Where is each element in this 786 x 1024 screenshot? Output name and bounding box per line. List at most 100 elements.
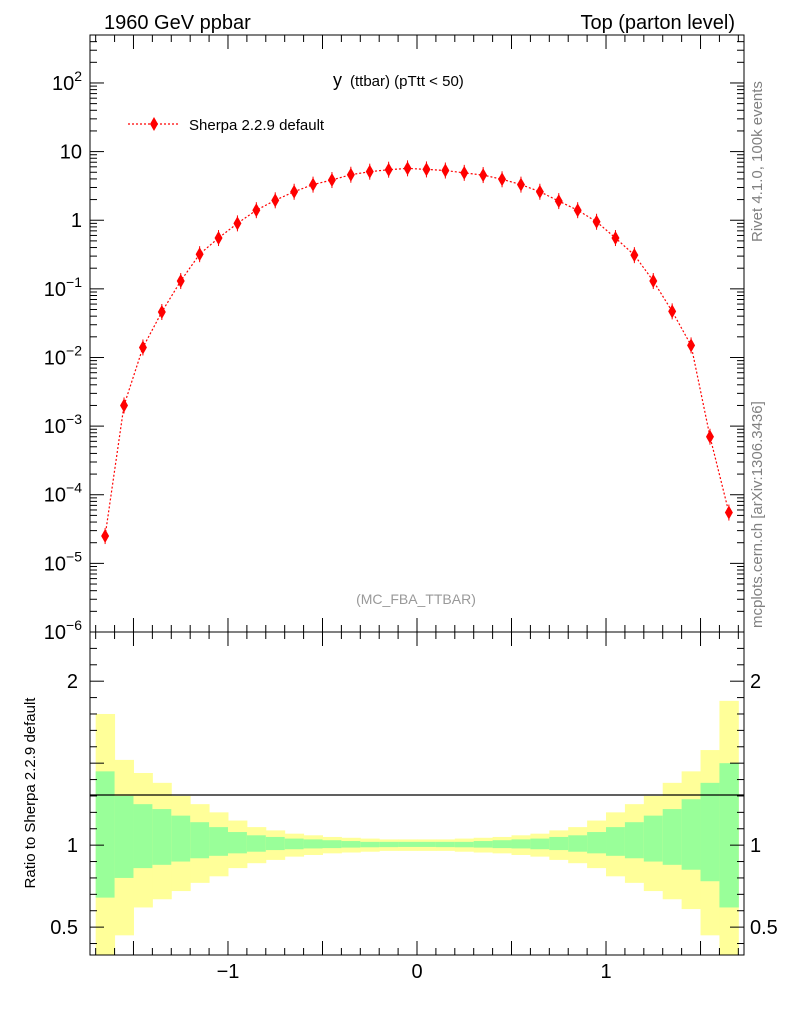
- data-point: [214, 231, 223, 246]
- ratio-y-tick-labels: 0.5 0.5 1 1 2 2: [50, 671, 778, 939]
- ratio-band-inner: [265, 836, 286, 851]
- data-point: [290, 184, 299, 199]
- ratio-band-inner: [114, 795, 134, 878]
- data-point: [309, 177, 318, 192]
- ratio-band-inner: [681, 799, 702, 870]
- data-point: [271, 193, 280, 208]
- ratio-band-inner: [95, 771, 116, 898]
- main-y-tick-labels: 102 10 1 10−1 10−2 10−3 10−4 10−5 10−6: [44, 68, 82, 644]
- main-y-tick-label: 10−2: [44, 342, 82, 369]
- series-sherpa: [101, 160, 733, 545]
- ratio-band-inner: [379, 841, 399, 848]
- legend-label: Sherpa 2.2.9 default: [189, 117, 325, 134]
- data-point: [441, 163, 450, 178]
- ratio-x-ticks: [95, 632, 739, 955]
- ratio-band-inner: [398, 841, 418, 847]
- data-point: [724, 505, 733, 520]
- data-point: [365, 164, 374, 179]
- ratio-band-inner: [435, 841, 456, 848]
- ratio-x-tick-label: 1: [600, 961, 611, 983]
- data-point: [687, 338, 696, 353]
- ratio-band-inner: [643, 815, 664, 862]
- data-point: [384, 162, 393, 177]
- ratio-band-inner: [492, 840, 513, 849]
- ratio-band-inner: [322, 840, 342, 849]
- data-point: [705, 429, 714, 444]
- data-point: [611, 231, 620, 246]
- data-point: [668, 304, 677, 319]
- ratio-band-inner: [549, 836, 569, 851]
- header-left: 1960 GeV ppbar: [104, 12, 251, 34]
- ratio-band-inner: [227, 832, 248, 854]
- ratio-band-inner: [171, 815, 191, 862]
- ratio-band-inner: [190, 822, 210, 859]
- ratio-band-inner: [454, 841, 475, 848]
- ratio-band-inner: [246, 835, 267, 852]
- ratio-y-ticks: [90, 647, 744, 945]
- main-panel: 102 10 1 10−1 10−2 10−3 10−4 10−5 10−6 y (ttbar)…: [44, 34, 745, 644]
- series-line: [104, 167, 730, 537]
- data-point: [479, 168, 488, 183]
- ratio-band-inner: [700, 782, 720, 882]
- data-point: [554, 194, 563, 209]
- data-point: [460, 165, 469, 180]
- ratio-panel: 0.5 0.5 1 1 2 2 −1 0 1 Ratio to Sherpa 2.2.9 de…: [22, 631, 778, 983]
- ratio-band-inner: [719, 763, 739, 908]
- main-y-tick-label: 1: [71, 210, 82, 232]
- data-point: [252, 203, 261, 218]
- ratio-band-inner: [152, 809, 172, 865]
- header-right: Top (parton level): [580, 12, 735, 34]
- ratio-band-inner: [303, 839, 323, 849]
- main-y-tick-label: 102: [52, 68, 82, 95]
- main-y-tick-label: 10−3: [44, 411, 82, 438]
- data-point: [233, 216, 242, 231]
- plot-title-main: y: [333, 70, 342, 90]
- rivet-label: Rivet 4.1.0, 100k events: [749, 81, 766, 242]
- ratio-x-tick-labels: −1 0 1: [217, 961, 612, 983]
- ratio-band-inner: [568, 835, 588, 852]
- ratio-band-inner: [473, 841, 494, 848]
- data-point: [120, 398, 129, 413]
- data-point: [498, 172, 507, 187]
- mcplots-label: mcplots.cern.ch [arXiv:1306.3436]: [749, 401, 766, 628]
- main-y-tick-label: 10−4: [44, 480, 82, 507]
- ratio-band-inner: [417, 841, 437, 847]
- data-point: [327, 173, 336, 188]
- ratio-band-inner: [606, 827, 626, 856]
- data-point: [195, 247, 204, 262]
- ratio-bands: [95, 700, 739, 955]
- ratio-band-inner: [624, 822, 645, 859]
- data-point: [573, 203, 582, 218]
- ratio-band-inner: [133, 804, 153, 869]
- ratio-y-tick-label-right: 0.5: [750, 917, 778, 939]
- ratio-y-tick-label: 0.5: [50, 917, 78, 939]
- data-point: [649, 274, 658, 289]
- ratio-band-inner: [587, 832, 607, 854]
- ratio-band-inner: [530, 838, 550, 850]
- data-point: [403, 161, 412, 176]
- ratio-x-tick-label: −1: [217, 961, 240, 983]
- ratio-y-tick-label-right: 2: [750, 671, 761, 693]
- data-point: [346, 167, 355, 182]
- ratio-x-tick-label: 0: [411, 961, 422, 983]
- ratio-band-inner: [341, 841, 361, 848]
- main-x-ticks: [95, 35, 739, 632]
- data-point: [101, 529, 110, 544]
- analysis-label: (MC_FBA_TTBAR): [356, 591, 476, 607]
- ratio-band-inner: [209, 827, 229, 856]
- data-point: [176, 274, 185, 289]
- data-point: [138, 340, 147, 355]
- ratio-y-axis-label: Ratio to Sherpa 2.2.9 default: [22, 697, 39, 889]
- plot-title-rest: (ttbar) (pTtt < 50): [350, 73, 464, 90]
- ratio-panel-frame: [89, 631, 745, 956]
- legend-marker: [150, 117, 158, 131]
- main-y-ticks: [90, 34, 744, 633]
- main-y-tick-label: 10: [60, 142, 82, 164]
- legend: Sherpa 2.2.9 default: [128, 117, 325, 134]
- ratio-band-inner: [360, 841, 380, 848]
- data-point: [157, 305, 166, 320]
- ratio-y-tick-label: 2: [67, 671, 78, 693]
- ratio-y-tick-label-right: 1: [750, 835, 761, 857]
- main-y-tick-label: 10−5: [44, 548, 82, 575]
